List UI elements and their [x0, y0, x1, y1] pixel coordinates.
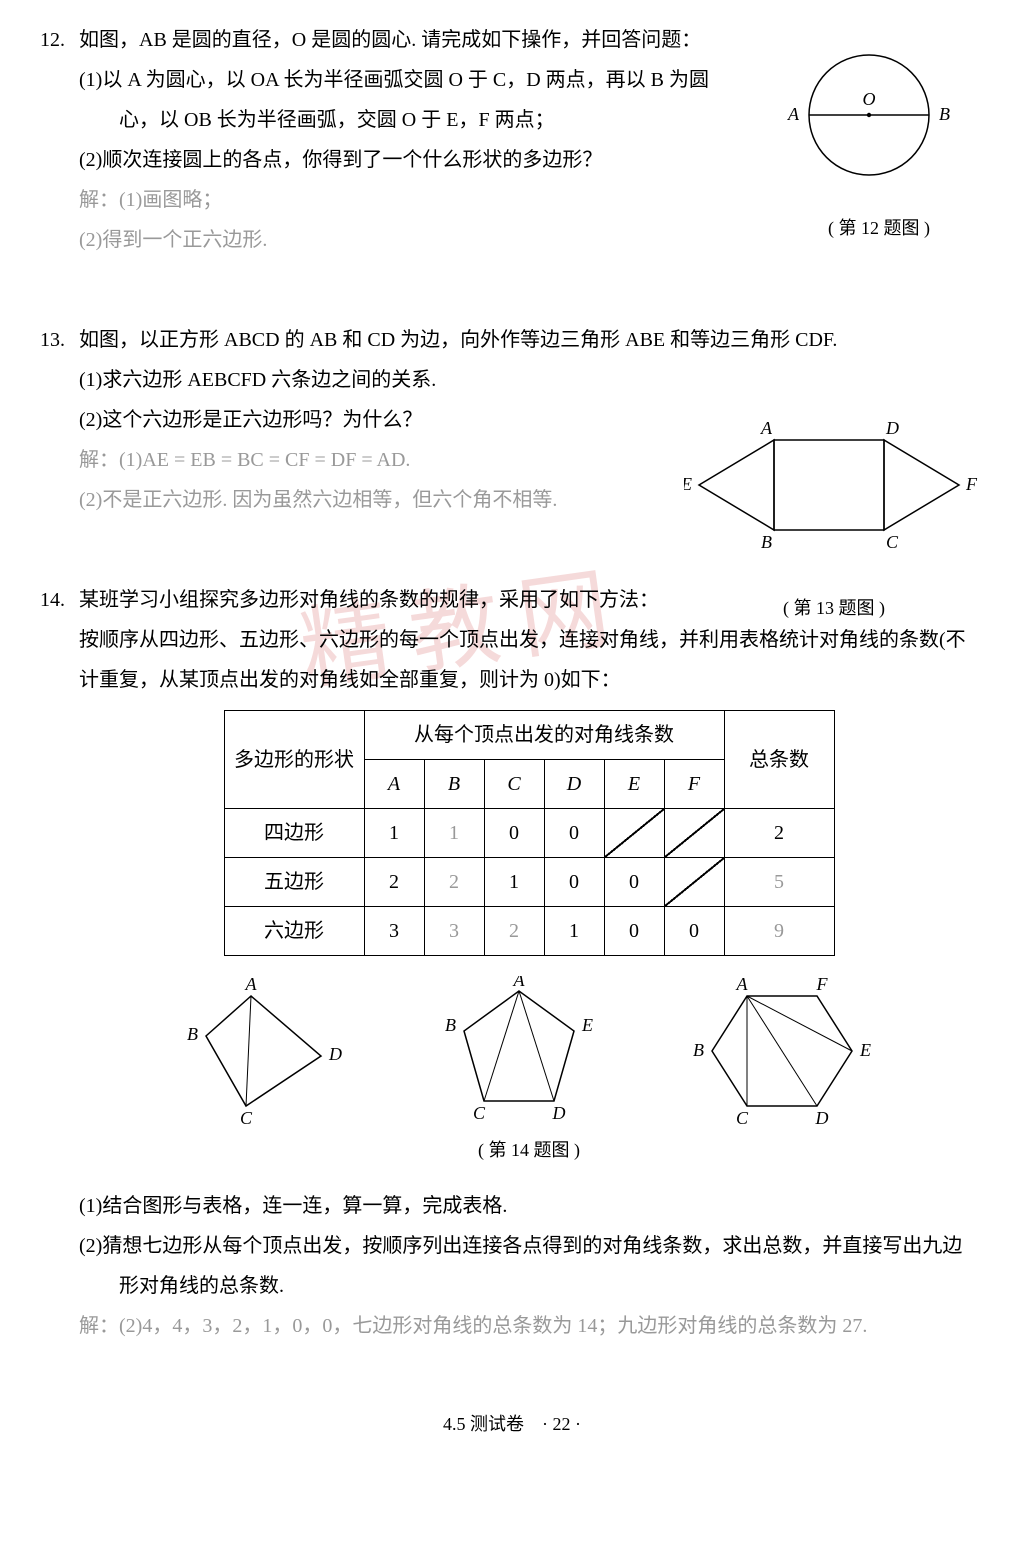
- svg-text:A: A: [760, 418, 773, 438]
- svg-text:E: E: [684, 474, 692, 494]
- p13-sub1: (1)求六边形 AEBCFD 六条边之间的关系.: [79, 360, 979, 400]
- svg-text:E: E: [859, 1040, 871, 1060]
- svg-text:D: D: [551, 1103, 565, 1123]
- svg-text:B: B: [939, 104, 950, 124]
- svg-text:B: B: [761, 532, 772, 552]
- diagonal-table: 多边形的形状从每个顶点出发的对角线条数总条数ABCDEF四边形11002五边形2…: [224, 710, 835, 956]
- figure-12: O A B ( 第 12 题图 ): [774, 40, 984, 246]
- p14-answer2: 解：(2)4，4，3，2，1，0，0，七边形对角线的总条数为 14；九边形对角线…: [79, 1306, 979, 1346]
- p14-stem: 某班学习小组探究多边形对角线的条数的规律，采用了如下方法：: [79, 580, 979, 620]
- figure-14-caption: ( 第 14 题图 ): [79, 1132, 979, 1168]
- p12-stem: 如图，AB 是圆的直径，O 是圆的圆心. 请完成如下操作，并回答问题：: [79, 20, 719, 60]
- p12-answer1: 解：(1)画图略；: [79, 180, 719, 220]
- svg-text:D: D: [885, 418, 899, 438]
- page-footer: 4.5 测试卷 · 22 ·: [40, 1406, 984, 1442]
- p12-sub2: (2)顺次连接圆上的各点，你得到了一个什么形状的多边形？: [79, 140, 719, 180]
- problem-13-number: 13.: [40, 320, 74, 360]
- figure-12-caption: ( 第 12 题图 ): [774, 210, 984, 246]
- problem-14: 14. 某班学习小组探究多边形对角线的条数的规律，采用了如下方法： 按顺序从四边…: [40, 580, 984, 1346]
- problem-14-number: 14.: [40, 580, 74, 620]
- problem-12-number: 12.: [40, 20, 74, 60]
- problem-13: A D B C E F ( 第 13 题图 ) 13. 如图，以正方形 ABCD…: [40, 320, 984, 520]
- svg-text:C: C: [736, 1108, 749, 1126]
- circle-diagram: O A B: [774, 40, 964, 190]
- svg-text:A: A: [736, 976, 749, 994]
- p14-desc: 按顺序从四边形、五边形、六边形的每一个顶点出发，连接对角线，并利用表格统计对角线…: [79, 620, 979, 700]
- svg-text:O: O: [863, 89, 876, 109]
- svg-text:E: E: [581, 1015, 593, 1035]
- p14-sub2: (2)猜想七边形从每个顶点出发，按顺序列出连接各点得到的对角线条数，求出总数，并…: [79, 1226, 979, 1306]
- svg-text:C: C: [240, 1108, 253, 1126]
- svg-text:A: A: [787, 104, 800, 124]
- pentagon-shape: A B C D E: [434, 976, 604, 1126]
- p13-stem: 如图，以正方形 ABCD 的 AB 和 CD 为边，向外作等边三角形 ABE 和…: [79, 320, 979, 360]
- svg-text:F: F: [965, 474, 978, 494]
- svg-text:F: F: [816, 976, 829, 994]
- svg-text:B: B: [187, 1024, 198, 1044]
- hexagon-shape: A F E D C B: [687, 976, 877, 1126]
- p12-answer2: (2)得到一个正六边形.: [79, 220, 719, 260]
- svg-text:B: B: [445, 1015, 456, 1035]
- quad-shape: A B C D: [181, 976, 351, 1126]
- shapes-row: A B C D A B C D E A F: [139, 976, 919, 1126]
- problem-12: O A B ( 第 12 题图 ) 12. 如图，AB 是圆的直径，O 是圆的圆…: [40, 20, 984, 260]
- svg-text:D: D: [815, 1108, 829, 1126]
- svg-text:A: A: [512, 976, 525, 990]
- hexagon-abcd-diagram: A D B C E F: [684, 410, 984, 570]
- svg-text:C: C: [473, 1103, 486, 1123]
- p14-sub1: (1)结合图形与表格，连一连，算一算，完成表格.: [79, 1186, 979, 1226]
- svg-text:B: B: [693, 1040, 704, 1060]
- svg-text:A: A: [244, 976, 257, 994]
- p12-sub1: (1)以 A 为圆心，以 OA 长为半径画弧交圆 O 于 C，D 两点，再以 B…: [79, 60, 719, 140]
- svg-text:D: D: [328, 1044, 342, 1064]
- svg-text:C: C: [886, 532, 899, 552]
